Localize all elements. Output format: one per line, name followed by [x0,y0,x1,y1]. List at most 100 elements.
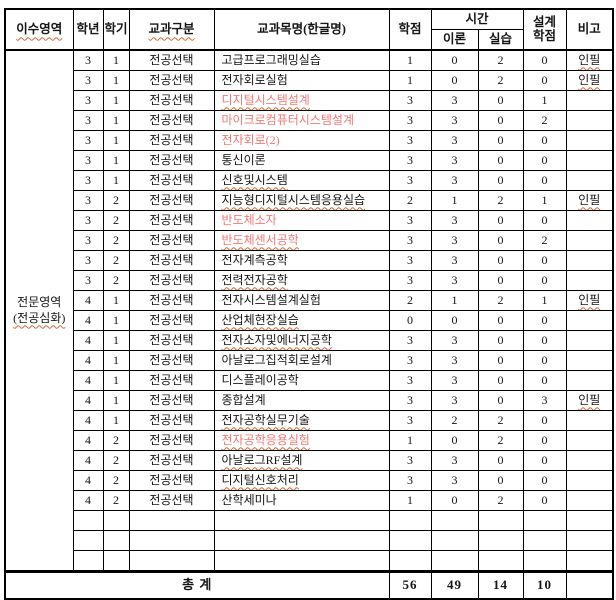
grade-cell: 3 [72,190,104,211]
category-cell: 전공선택 [128,90,215,111]
total-remark [565,571,614,600]
remark-cell [565,130,614,151]
design-credits-cell: 0 [522,450,567,471]
design-credits-cell: 0 [522,370,567,391]
practice-hours-cell: 2 [477,290,524,311]
header-design-credits: 설계학점 [522,8,567,51]
semester-cell: 1 [102,350,130,371]
design-credits-cell: 0 [522,250,567,271]
remark-cell: 인필 [565,70,614,91]
theory-hours-cell: 3 [430,210,479,231]
category-cell: 전공선택 [128,330,215,351]
semester-cell: 1 [102,390,130,411]
table-row: 3 1 전공선택 마이크로컴퓨터시스템설계 3 3 0 2 [5,110,614,131]
remark-cell [565,270,614,291]
credits-cell: 3 [388,450,432,471]
design-credits-cell: 0 [522,150,567,171]
header-grade: 학년 [72,8,104,51]
semester-cell: 2 [102,230,130,251]
semester-cell: 1 [102,370,130,391]
practice-hours-cell: 2 [477,430,524,451]
theory-hours-cell [430,550,479,572]
credits-cell: 3 [388,370,432,391]
practice-hours-cell: 0 [477,350,524,371]
category-cell: 전공선택 [128,370,215,391]
grade-cell: 4 [72,370,104,391]
table-row: 4 1 전공선택 전자시스템설계실험 2 1 2 1 인필 [5,290,614,311]
semester-cell: 1 [102,410,130,431]
grade-cell [72,510,104,531]
grade-cell: 3 [72,49,104,71]
semester-cell: 2 [102,250,130,271]
course-name-cell [213,550,390,572]
table-row: 4 1 전공선택 종합설계 3 3 0 3 인필 [5,390,614,411]
course-name-cell: 아날로그RF설계 [213,450,390,471]
remark-cell [565,370,614,391]
remark-cell [565,410,614,431]
practice-hours-cell: 0 [477,150,524,171]
semester-cell: 1 [102,170,130,191]
course-name-cell: 전자회로실험 [213,70,390,91]
course-name-cell: 디스플레이공학 [213,370,390,391]
theory-hours-cell: 3 [430,330,479,351]
category-cell [128,510,215,531]
category-cell: 전공선택 [128,410,215,431]
semester-cell: 1 [102,150,130,171]
total-design-credits: 10 [522,571,567,600]
semester-cell: 2 [102,210,130,231]
theory-hours-cell: 3 [430,250,479,271]
practice-hours-cell: 0 [477,130,524,151]
total-credits: 56 [388,571,432,600]
remark-cell [565,510,614,531]
theory-hours-cell: 3 [430,270,479,291]
course-name-cell: 통신이론 [213,150,390,171]
theory-hours-cell: 0 [430,490,479,511]
header-course-name: 교과목명(한글명) [213,8,390,51]
practice-hours-cell: 2 [477,490,524,511]
semester-cell: 1 [102,110,130,131]
credits-cell: 3 [388,90,432,111]
theory-hours-cell: 3 [430,370,479,391]
credits-cell: 3 [388,390,432,411]
category-cell [128,550,215,572]
remark-cell [565,550,614,572]
course-name-cell: 종합설계 [213,390,390,411]
table-row: 3 2 전공선택 반도체센서공학 3 3 0 2 [5,230,614,251]
theory-hours-cell: 3 [430,110,479,131]
semester-cell: 2 [102,430,130,451]
practice-hours-cell: 0 [477,250,524,271]
design-credits-cell: 0 [522,310,567,331]
semester-cell: 1 [102,290,130,311]
theory-hours-cell: 3 [430,90,479,111]
practice-hours-cell: 0 [477,110,524,131]
course-name-cell: 디지털시스템설계 [213,90,390,111]
design-credits-cell: 0 [522,470,567,491]
total-practice: 14 [477,571,524,600]
category-cell: 전공선택 [128,350,215,371]
design-credits-cell: 0 [522,70,567,91]
semester-cell [102,550,130,572]
design-credits-cell [522,550,567,572]
header-area: 이수영역 [4,8,74,51]
practice-hours-cell: 0 [477,170,524,191]
theory-hours-cell: 3 [430,150,479,171]
table-row: 3 2 전공선택 전자계측공학 3 3 0 0 [5,250,614,271]
credits-cell [388,550,432,572]
practice-hours-cell: 0 [477,310,524,331]
remark-cell [565,470,614,491]
design-credits-cell: 1 [522,290,567,311]
design-credits-cell: 0 [522,270,567,291]
area-label-line2: (전공심화) [13,310,66,325]
total-theory: 49 [430,571,479,600]
practice-hours-cell: 2 [477,49,524,71]
course-name-cell: 전자소자및에너지공학 [213,330,390,351]
grade-cell: 4 [72,390,104,411]
area-cell: 전문영역 (전공심화) [4,49,74,572]
credits-cell: 3 [388,250,432,271]
table-row: 3 1 전공선택 신호및시스템 3 3 0 0 [5,170,614,191]
design-credits-cell: 0 [522,350,567,371]
remark-cell [565,350,614,371]
remark-cell [565,210,614,231]
remark-cell [565,250,614,271]
theory-hours-cell: 0 [430,310,479,331]
